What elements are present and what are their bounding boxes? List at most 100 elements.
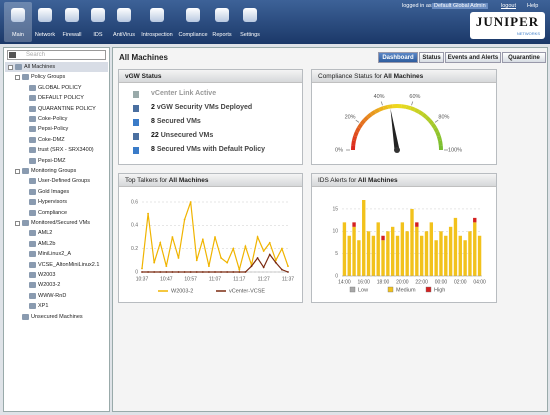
gauge-tick-label: 80% (438, 115, 449, 121)
tree-row[interactable]: AML2b (5, 239, 108, 249)
nav-label: Introspection (141, 32, 173, 38)
status-item: 2 vGW Security VMs Deployed (151, 104, 252, 111)
tree-row[interactable]: W2003 (5, 270, 108, 280)
tab[interactable]: Events and Alerts (445, 52, 501, 63)
nav-item[interactable]: Compliance (178, 2, 208, 42)
bar-segment (386, 231, 390, 276)
gauge-tick (411, 101, 414, 106)
line-point (244, 271, 247, 273)
y-tick-label: 0.4 (131, 223, 138, 229)
tree-row[interactable]: Unsecured Machines (5, 312, 108, 322)
line-point (244, 245, 247, 248)
bar-segment (381, 240, 385, 276)
panel-scope: All Machines (383, 73, 424, 80)
tree-icon (29, 116, 36, 122)
tree-label: User-Defined Groups (38, 178, 90, 185)
tree-row[interactable]: DEFAULT POLICY (5, 93, 108, 103)
line-point (226, 271, 229, 273)
line-point (153, 271, 156, 273)
nav-item[interactable]: IDS (84, 2, 112, 42)
tree-row[interactable]: Coke-Policy (5, 114, 108, 124)
logout-link[interactable]: logout (501, 3, 516, 9)
panel-title: Compliance Status for (318, 73, 382, 80)
search-box[interactable]: Search (7, 50, 106, 60)
tree-row[interactable]: trust (SRX - SRX3400) (5, 145, 108, 155)
tree-row[interactable]: All Machines (5, 62, 108, 72)
line-point (268, 253, 271, 256)
tree-row[interactable]: User-Defined Groups (5, 176, 108, 186)
nav-item[interactable]: Introspection (141, 2, 173, 42)
tree-icon (22, 168, 29, 174)
tree-label: MiniLinux2_A (38, 251, 72, 258)
tree-row[interactable]: WWW-RnD (5, 291, 108, 301)
tree-row[interactable]: QUARANTINE POLICY (5, 104, 108, 114)
tree-label: Pepsi-DMZ (38, 157, 66, 164)
status-text: vCenter Link Active (151, 90, 217, 97)
tree-row[interactable]: Monitoring Groups (5, 166, 108, 176)
tree-row[interactable]: Pepsi-DMZ (5, 156, 108, 166)
logo: JUNIPER NETWORKS (470, 12, 545, 39)
tree-label: Gold Images (38, 188, 70, 195)
panel-header: IDS Alerts for All Machines (312, 174, 496, 187)
tree-row[interactable]: XP1 (5, 301, 108, 311)
tree-row[interactable]: Monitored/Secured VMs (5, 218, 108, 228)
status-item: 22 Unsecured VMs (151, 132, 213, 139)
tab[interactable]: Quarantine (502, 52, 546, 63)
tree-row[interactable]: MiniLinux2_A (5, 249, 108, 259)
tree-row[interactable]: Hypervisors (5, 197, 108, 207)
tree-row[interactable]: Compliance (5, 208, 108, 218)
tree-row[interactable]: VCSE_AltonMiniLinux2.1 (5, 260, 108, 270)
x-tick-label: 02:00 (454, 279, 467, 285)
gauge-tick-label: 100% (448, 147, 462, 153)
tree-label: DEFAULT POLICY (38, 95, 84, 102)
tree-icon (22, 313, 29, 320)
x-tick-label: 11:07 (209, 276, 221, 282)
nav-item[interactable]: Main (4, 2, 32, 42)
legend-swatch (387, 286, 394, 293)
nav-item[interactable]: Firewall (58, 2, 86, 42)
gauge-arc (382, 105, 389, 111)
nav-label: IDS (93, 32, 103, 38)
legend-label: Low (358, 287, 368, 293)
y-tick-label: 10 (332, 229, 338, 235)
tree-row[interactable]: AML2 (5, 228, 108, 238)
vgw-panel: vGW Status vCenter Link Active 2 vGW Secu… (118, 69, 303, 165)
tree-icon (29, 251, 36, 258)
tree-icon (22, 220, 29, 226)
search-placeholder: Search (26, 52, 46, 58)
main-area: All Machines vGW Status vCenter Link Act… (112, 47, 548, 412)
user-name[interactable]: Default Global Admin (432, 3, 488, 9)
line-point (183, 271, 186, 273)
tree-label: AML2b (38, 240, 56, 247)
tree-row[interactable]: Policy Groups (5, 72, 108, 82)
legend-swatch (349, 286, 356, 293)
line-point (159, 241, 162, 244)
tab[interactable]: Dashboard (378, 52, 418, 63)
bar-segment (439, 231, 443, 276)
line-point (220, 257, 222, 259)
line-point (147, 212, 149, 215)
line-point (165, 271, 168, 273)
line-point (201, 238, 204, 241)
line-point (201, 271, 204, 273)
nav-item[interactable]: AntiVirus (110, 2, 138, 42)
nav-item[interactable]: Reports (208, 2, 236, 42)
line-point (147, 271, 149, 273)
tree-row[interactable]: Gold Images (5, 187, 108, 197)
gauge-arc (387, 104, 393, 109)
tree-label: Coke-DMZ (38, 136, 65, 143)
panel-header: Top Talkers for All Machines (119, 174, 302, 187)
tab[interactable]: Status (419, 52, 444, 63)
help-link[interactable]: Help (527, 3, 539, 9)
nav-item[interactable]: Network (31, 2, 59, 42)
nav-item[interactable]: Settings (236, 2, 264, 42)
tree-row[interactable]: GLOBAL POLICY (5, 83, 108, 93)
filter-icon (9, 52, 16, 58)
nav-icon (91, 8, 105, 22)
tree-label: WWW-RnD (38, 292, 67, 299)
tree-row[interactable]: Pepsi-Policy (5, 124, 108, 134)
bar-segment (342, 222, 347, 276)
tree-row[interactable]: W2003-2 (5, 280, 108, 290)
tree-row[interactable]: Coke-DMZ (5, 135, 108, 145)
bar-segment (410, 208, 414, 276)
